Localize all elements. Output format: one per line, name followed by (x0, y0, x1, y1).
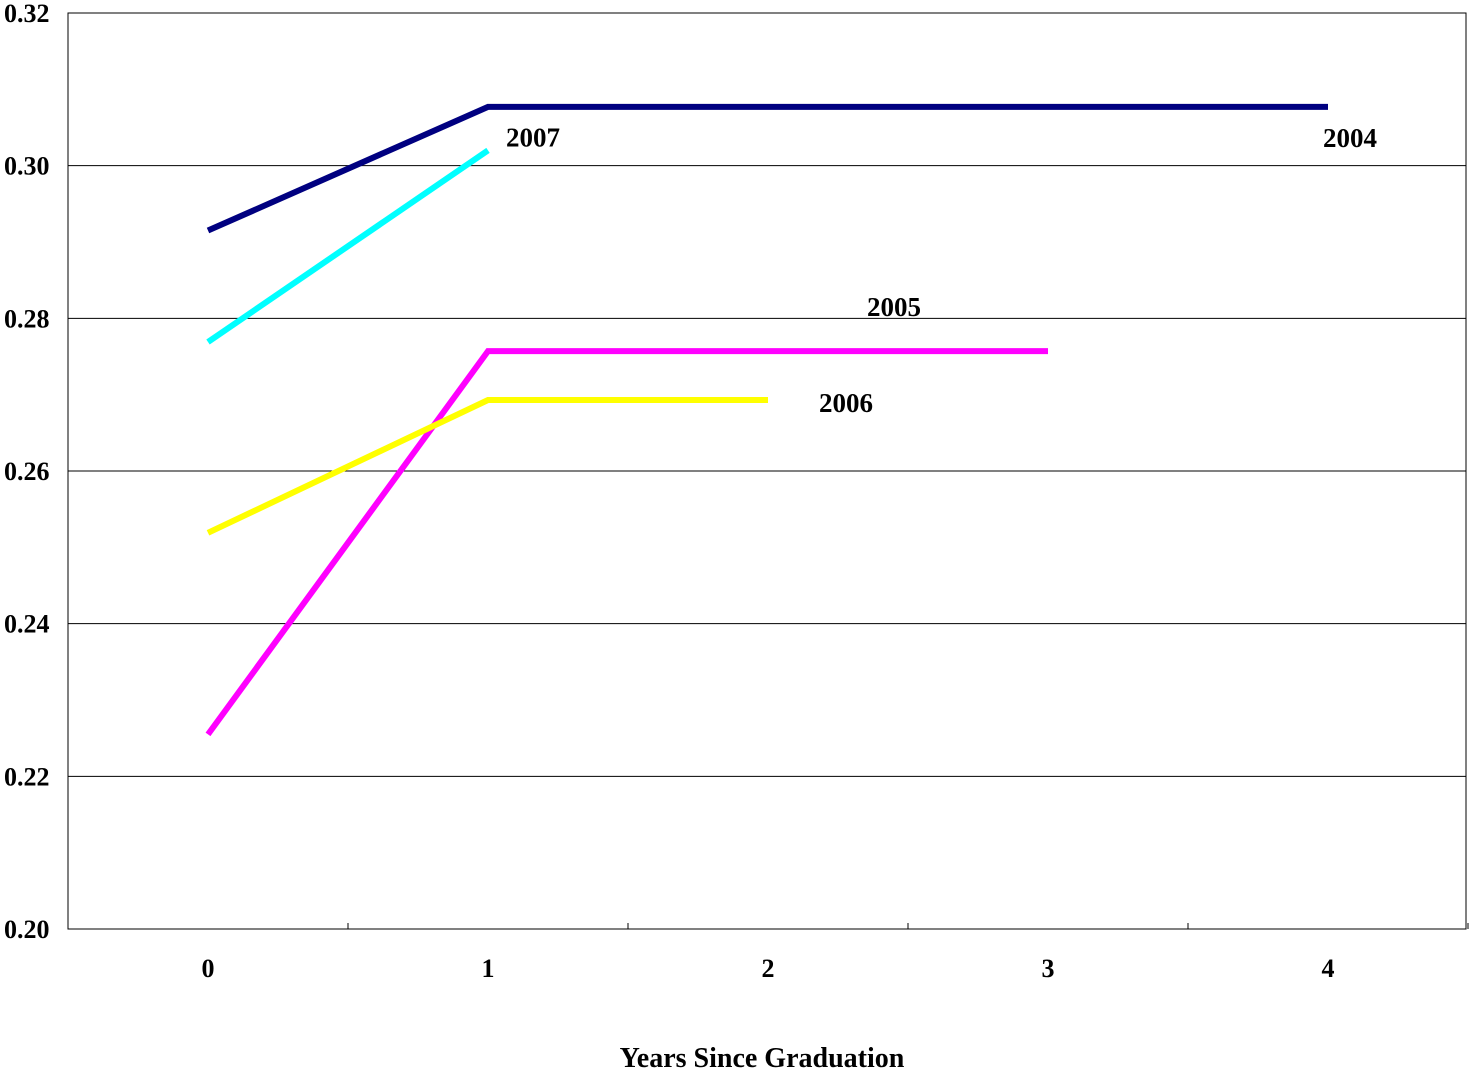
series-labels: 2004 2005 2006 2007 (506, 122, 1377, 418)
series-label-2005: 2005 (867, 292, 921, 322)
x-tick-label: 1 (482, 954, 495, 983)
y-tick-label: 0.26 (4, 457, 50, 486)
x-axis-title: Years Since Graduation (620, 1043, 905, 1074)
x-tick-label: 0 (202, 954, 215, 983)
x-tick-label: 2 (762, 954, 775, 983)
y-axis-tick-labels: 0.20 0.22 0.24 0.26 0.28 0.30 0.32 (4, 0, 50, 944)
x-tick-label: 4 (1322, 954, 1335, 983)
y-tick-label: 0.30 (4, 152, 50, 181)
series-lines (205, 103, 1328, 737)
y-tick-label: 0.28 (4, 304, 50, 333)
series-label-2006: 2006 (819, 388, 873, 418)
y-tick-label: 0.22 (4, 762, 50, 791)
x-tick-label: 3 (1042, 954, 1055, 983)
y-tick-label: 0.24 (4, 610, 50, 639)
x-axis-tick-labels: 0 1 2 3 4 (202, 954, 1335, 983)
y-tick-label: 0.32 (4, 0, 50, 28)
series-line-2006 (206, 397, 768, 536)
series-label-2007: 2007 (506, 122, 560, 152)
x-axis-ticks (67, 923, 1469, 929)
series-line-2005 (205, 348, 1048, 737)
y-tick-label: 0.20 (4, 915, 50, 944)
gridlines (68, 165, 1466, 777)
series-line-2004 (206, 103, 1328, 234)
series-label-2004: 2004 (1323, 123, 1377, 153)
series-line-2007 (206, 147, 490, 345)
